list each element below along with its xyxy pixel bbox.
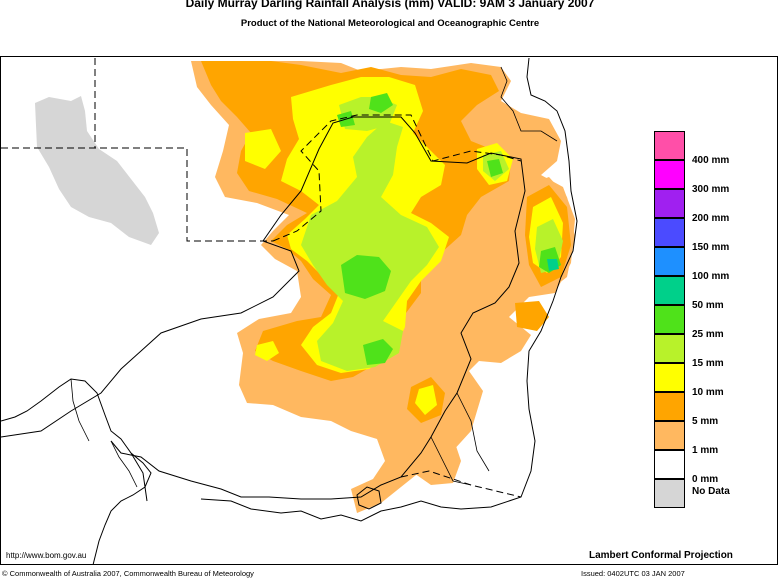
legend-swatch-0 (654, 450, 685, 479)
legend-swatch-5 (654, 392, 685, 421)
legend-label: 0 mm (692, 474, 719, 485)
legend-label: 150 mm (692, 242, 730, 253)
legend-swatch-50 (654, 276, 685, 305)
map-title: Daily Murray Darling Rainfall Analysis (… (185, 0, 595, 10)
legend-label: 400 mm (692, 155, 730, 166)
basin-outline (1, 116, 526, 500)
inner-river-1 (430, 392, 490, 486)
legend-label: 1 mm (692, 445, 719, 456)
legend-label: 50 mm (692, 300, 724, 311)
copyright-notice: © Commonwealth of Australia 2007, Common… (2, 569, 254, 578)
issued-timestamp: Issued: 0402UTC 03 JAN 2007 (581, 569, 685, 578)
legend-swatch-nodata (654, 479, 685, 508)
rain-25mm-north (369, 93, 393, 113)
legend-label: 100 mm (692, 271, 730, 282)
legend-label: 15 mm (692, 358, 724, 369)
legend-swatch-25 (654, 305, 685, 334)
coastline (1, 57, 578, 564)
projection-label: Lambert Conformal Projection (589, 550, 733, 561)
legend-swatch-300 (654, 160, 685, 189)
legend-label: No Data (692, 486, 730, 497)
map-subtitle: Product of the National Meteorological a… (240, 18, 540, 29)
rain-25mm-ne (487, 159, 503, 177)
inner-river-2 (500, 66, 558, 142)
legend-label: 300 mm (692, 184, 730, 195)
gulf-lines (70, 378, 138, 488)
legend-swatch-150 (654, 218, 685, 247)
rainfall-map (1, 57, 578, 564)
port-phillip (356, 486, 382, 510)
rain-10mm-spot1 (245, 129, 281, 169)
rain-10mm-spot3 (255, 341, 279, 361)
map-frame (0, 56, 778, 565)
legend-swatch-200 (654, 189, 685, 218)
legend-swatch-15 (654, 334, 685, 363)
state-boundary-lines (1, 58, 522, 498)
legend-swatch-1 (654, 421, 685, 450)
legend-swatch-100 (654, 247, 685, 276)
legend-label: 25 mm (692, 329, 724, 340)
rain-50mm-east (547, 259, 559, 271)
rain-15mm (301, 121, 439, 371)
rain-5mm-se (515, 301, 549, 331)
no-data-area (35, 96, 159, 245)
rain-25mm-south (363, 339, 393, 365)
rain-25mm-center (341, 255, 391, 299)
legend-label: 10 mm (692, 387, 724, 398)
legend-swatch-400 (654, 131, 685, 160)
legend-swatch-10 (654, 363, 685, 392)
legend-label: 5 mm (692, 416, 719, 427)
rain-10mm-spot2 (415, 385, 437, 415)
footer-url[interactable]: http://www.bom.gov.au (6, 551, 87, 560)
legend-label: 200 mm (692, 213, 730, 224)
